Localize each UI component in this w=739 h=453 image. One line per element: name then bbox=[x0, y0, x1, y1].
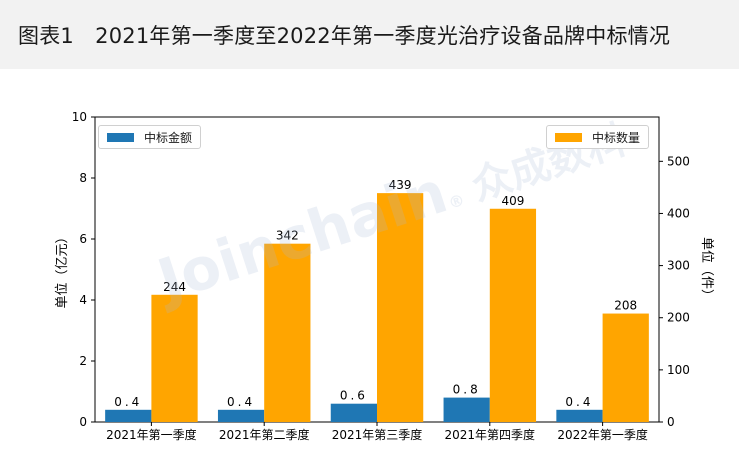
bar-count bbox=[489, 208, 537, 422]
bar-amount bbox=[330, 403, 377, 422]
bar-count-label: 439 bbox=[389, 178, 412, 192]
y-right-tick-label: 100 bbox=[667, 363, 690, 377]
x-tick-label: 2021年第一季度 bbox=[106, 427, 197, 442]
bar-amount-label: 0.6 bbox=[340, 389, 368, 403]
bar-count bbox=[151, 294, 198, 422]
x-tick-label: 2021年第四季度 bbox=[445, 427, 536, 442]
y-right-tick-label: 300 bbox=[667, 259, 690, 273]
legend-label-amount: 中标金额 bbox=[144, 130, 193, 145]
x-tick-label: 2022年第一季度 bbox=[557, 427, 648, 442]
x-tick-label: 2021年第三季度 bbox=[332, 427, 423, 442]
bar-amount bbox=[443, 397, 490, 422]
y-right-tick-label: 500 bbox=[667, 154, 690, 168]
bar-count bbox=[602, 313, 649, 422]
bar-count bbox=[264, 243, 311, 422]
legend-swatch-amount bbox=[107, 132, 134, 142]
bar-amount bbox=[105, 409, 152, 422]
bar-count-label: 244 bbox=[163, 280, 186, 294]
x-tick-label: 2021年第二季度 bbox=[219, 427, 310, 442]
bar-count-label: 208 bbox=[614, 299, 637, 313]
bar-count bbox=[377, 193, 424, 422]
y-left-tick-label: 0 bbox=[79, 415, 87, 429]
legend-swatch-count bbox=[555, 132, 582, 142]
y-left-axis-label: 单位（亿元） bbox=[55, 230, 70, 308]
bar-count-label: 409 bbox=[501, 194, 524, 208]
legend-count: 中标数量 bbox=[546, 125, 650, 149]
y-right-tick-label: 200 bbox=[667, 311, 690, 325]
y-right-tick-label: 400 bbox=[667, 206, 690, 220]
bar-count-label: 342 bbox=[276, 229, 299, 243]
y-right-axis-label: 单位（件） bbox=[699, 237, 714, 302]
y-left-tick-label: 6 bbox=[79, 232, 87, 246]
page-title: 图表1 2021年第一季度至2022年第一季度光治疗设备品牌中标情况 bbox=[18, 24, 671, 48]
bar-amount bbox=[556, 409, 603, 422]
y-left-tick-label: 8 bbox=[79, 171, 87, 185]
y-right-tick-label: 0 bbox=[667, 415, 675, 429]
bar-amount-label: 0.4 bbox=[114, 395, 142, 409]
bar-amount-label: 0.4 bbox=[227, 395, 255, 409]
title-bar: 图表1 2021年第一季度至2022年第一季度光治疗设备品牌中标情况 bbox=[0, 0, 739, 69]
bar-amount-label: 0.4 bbox=[565, 395, 593, 409]
bar-amount-label: 0.8 bbox=[453, 383, 481, 397]
y-left-tick-label: 4 bbox=[79, 293, 87, 307]
y-left-tick-label: 2 bbox=[79, 354, 87, 368]
legend-label-count: 中标数量 bbox=[592, 130, 641, 145]
y-left-tick-label: 10 bbox=[72, 110, 87, 124]
bar-amount bbox=[217, 409, 265, 422]
legend-amount: 中标金额 bbox=[98, 125, 202, 149]
